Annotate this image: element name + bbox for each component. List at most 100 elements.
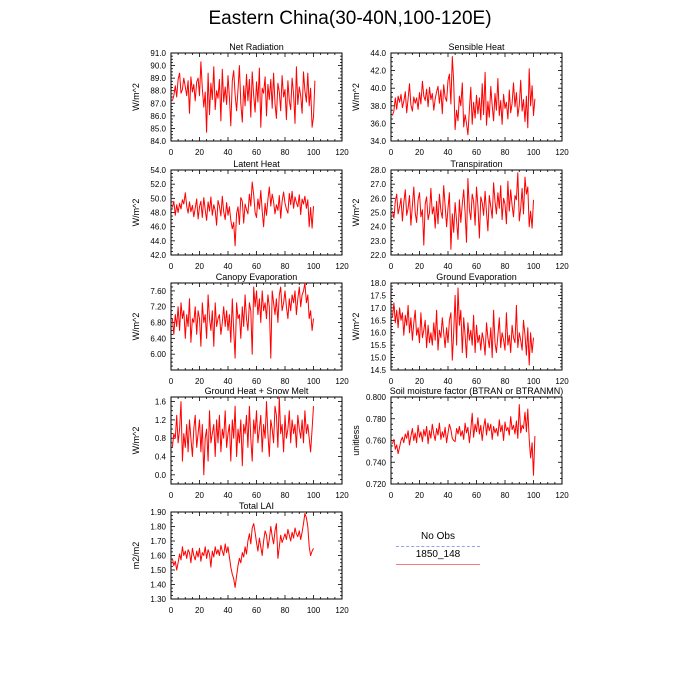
x-tick-label-soil-moisture-factor-btran-or-btranmn: 120 <box>555 491 569 500</box>
x-tick-label-canopy-evaporation: 60 <box>252 377 261 386</box>
y-tick-label-net-radiation: 87.0 <box>150 99 166 108</box>
y-tick-label-ground-evaporation: 15.5 <box>370 341 386 350</box>
series-line-canopy-evaporation <box>171 282 314 359</box>
x-tick-label-transpiration: 100 <box>527 262 541 271</box>
series-line-soil-moisture-factor-btran-or-btranmn <box>391 404 536 476</box>
y-tick-label-latent-heat: 46.0 <box>150 223 166 232</box>
panel-latent-heat: 0 20 40 60 80 100 120 42.0 44.0 46.0 48.0 50.0 52.0 5… <box>131 159 349 271</box>
y-tick-label-latent-heat: 42.0 <box>150 251 166 260</box>
legend: No Obs 1850_148 <box>396 531 480 567</box>
y-tick-label-latent-heat: 48.0 <box>150 209 166 218</box>
y-tick-label-ground-evaporation: 16.5 <box>370 316 386 325</box>
x-tick-label-ground-heat-snow-melt: 0 <box>169 491 174 500</box>
y-tick-label-canopy-evaporation: 6.40 <box>150 334 166 343</box>
y-tick-label-canopy-evaporation: 7.20 <box>150 303 166 312</box>
legend-label-obs: No Obs <box>421 531 455 542</box>
x-tick-label-ground-evaporation: 80 <box>501 377 510 386</box>
plot-frame-net-radiation <box>170 52 343 142</box>
y-tick-label-soil-moisture-factor-btran-or-btranmn: 0.720 <box>366 480 387 489</box>
y-tick-label-soil-moisture-factor-btran-or-btranmn: 0.780 <box>366 415 387 424</box>
plot-frame-total-lai <box>170 511 343 600</box>
x-tick-label-ground-heat-snow-melt: 20 <box>195 491 204 500</box>
y-tick-label-net-radiation: 84.0 <box>150 137 166 146</box>
panel-canopy-evaporation: 0 20 40 60 80 100 120 6.00 6.40 6.80 7.20 7.60 Canop… <box>131 272 349 386</box>
x-tick-label-sensible-heat: 20 <box>415 148 424 157</box>
x-tick-label-net-radiation: 20 <box>195 148 204 157</box>
y-tick-label-soil-moisture-factor-btran-or-btranmn: 0.740 <box>366 458 387 467</box>
x-tick-label-ground-evaporation: 60 <box>472 377 481 386</box>
series-line-transpiration <box>391 172 534 250</box>
x-tick-label-net-radiation: 120 <box>335 148 349 157</box>
panel-title-total-lai: Total LAI <box>239 501 274 511</box>
y-tick-label-ground-heat-snow-melt: 1.6 <box>155 398 167 407</box>
x-tick-label-total-lai: 20 <box>195 606 204 615</box>
y-tick-label-sensible-heat: 36.0 <box>370 119 386 128</box>
x-tick-label-transpiration: 120 <box>555 262 569 271</box>
y-tick-label-ground-heat-snow-melt: 0.0 <box>155 471 167 480</box>
y-axis-label-ground-heat-snow-melt: W/m^2 <box>131 427 141 455</box>
x-tick-label-ground-evaporation: 0 <box>389 377 394 386</box>
x-tick-label-canopy-evaporation: 120 <box>335 377 349 386</box>
x-tick-label-sensible-heat: 40 <box>444 148 453 157</box>
x-tick-label-canopy-evaporation: 0 <box>169 377 174 386</box>
y-tick-label-latent-heat: 54.0 <box>150 166 166 175</box>
y-tick-label-ground-evaporation: 14.5 <box>370 366 386 375</box>
y-tick-label-total-lai: 1.40 <box>150 581 166 590</box>
y-axis-label-ground-evaporation: W/m^2 <box>351 313 361 341</box>
x-tick-label-latent-heat: 20 <box>195 262 204 271</box>
y-tick-label-ground-heat-snow-melt: 0.8 <box>155 434 167 443</box>
series-line-total-lai <box>171 513 314 588</box>
y-tick-label-latent-heat: 50.0 <box>150 194 166 203</box>
panel-title-ground-heat-snow-melt: Ground Heat + Snow Melt <box>205 386 309 396</box>
panel-title-net-radiation: Net Radiation <box>229 42 284 52</box>
x-tick-label-total-lai: 100 <box>307 606 321 615</box>
y-tick-label-latent-heat: 52.0 <box>150 180 166 189</box>
y-axis-label-net-radiation: W/m^2 <box>131 83 141 111</box>
panel-title-canopy-evaporation: Canopy Evaporation <box>216 272 298 282</box>
panel-title-latent-heat: Latent Heat <box>233 159 280 169</box>
y-axis-label-soil-moisture-factor-btran-or-btranmn: unitless <box>351 425 361 456</box>
x-tick-label-transpiration: 60 <box>472 262 481 271</box>
y-tick-label-ground-heat-snow-melt: 1.2 <box>155 416 167 425</box>
y-tick-label-sensible-heat: 42.0 <box>370 67 386 76</box>
x-tick-label-latent-heat: 0 <box>169 262 174 271</box>
x-tick-label-net-radiation: 60 <box>252 148 261 157</box>
y-tick-label-net-radiation: 90.0 <box>150 62 166 71</box>
y-tick-label-transpiration: 27.0 <box>370 180 386 189</box>
x-tick-label-transpiration: 20 <box>415 262 424 271</box>
y-tick-label-soil-moisture-factor-btran-or-btranmn: 0.800 <box>366 393 387 402</box>
x-tick-label-sensible-heat: 100 <box>527 148 541 157</box>
page-title: Eastern China(30-40N,100-120E) <box>208 8 492 29</box>
x-tick-label-latent-heat: 40 <box>224 262 233 271</box>
y-tick-label-soil-moisture-factor-btran-or-btranmn: 0.760 <box>366 437 387 446</box>
x-tick-label-ground-heat-snow-melt: 40 <box>224 491 233 500</box>
x-tick-label-total-lai: 60 <box>252 606 261 615</box>
plot-frame-transpiration <box>390 169 563 256</box>
x-tick-label-ground-evaporation: 100 <box>527 377 541 386</box>
series-line-sensible-heat <box>391 56 536 136</box>
panel-net-radiation: 0 20 40 60 80 100 120 84.0 85.0 86.0 87.0 88.0 89.0 9… <box>131 42 349 157</box>
y-tick-label-ground-heat-snow-melt: 0.4 <box>155 453 167 462</box>
legend-line-model <box>396 564 480 565</box>
panel-total-lai: 0 20 40 60 80 100 120 1.30 1.40 1.50 1.60 1.70 1.80 1… <box>131 501 349 615</box>
x-tick-label-ground-heat-snow-melt: 80 <box>281 491 290 500</box>
x-tick-label-sensible-heat: 120 <box>555 148 569 157</box>
y-tick-label-sensible-heat: 44.0 <box>370 49 386 58</box>
x-tick-label-net-radiation: 100 <box>307 148 321 157</box>
y-tick-label-latent-heat: 44.0 <box>150 237 166 246</box>
y-tick-label-sensible-heat: 34.0 <box>370 137 386 146</box>
y-tick-label-net-radiation: 91.0 <box>150 49 166 58</box>
y-axis-label-latent-heat: W/m^2 <box>131 199 141 227</box>
x-tick-label-latent-heat: 80 <box>281 262 290 271</box>
panel-transpiration: 0 20 40 60 80 100 120 22.0 23.0 24.0 25.0 26.0 27.0 2… <box>351 159 569 271</box>
x-tick-label-net-radiation: 40 <box>224 148 233 157</box>
y-tick-label-net-radiation: 86.0 <box>150 112 166 121</box>
x-tick-label-canopy-evaporation: 20 <box>195 377 204 386</box>
y-tick-label-ground-evaporation: 17.0 <box>370 304 386 313</box>
series-line-latent-heat <box>171 181 314 247</box>
x-tick-label-latent-heat: 60 <box>252 262 261 271</box>
y-tick-label-ground-evaporation: 17.5 <box>370 291 386 300</box>
y-tick-label-total-lai: 1.60 <box>150 552 166 561</box>
y-tick-label-total-lai: 1.50 <box>150 566 166 575</box>
panel-ground-heat-snow-melt: 0 20 40 60 80 100 120 0.0 0.4 0.8 1.2 1.6 Ground Hea… <box>131 386 349 500</box>
